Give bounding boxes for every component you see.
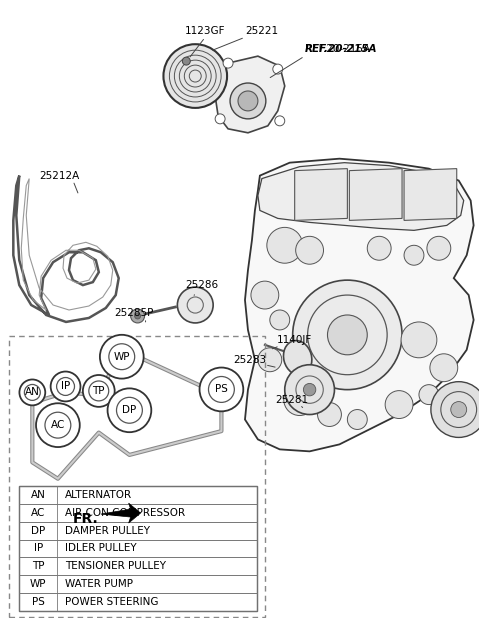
Circle shape: [108, 388, 151, 432]
Text: AC: AC: [31, 508, 46, 518]
Circle shape: [385, 391, 413, 418]
Text: 25212A: 25212A: [39, 171, 79, 181]
Circle shape: [100, 335, 144, 379]
Bar: [19, 504, 257, 522]
Text: AN: AN: [25, 387, 40, 397]
Text: DP: DP: [31, 526, 45, 535]
Text: 1123GF: 1123GF: [185, 26, 226, 37]
Text: AN: AN: [31, 490, 46, 500]
Text: DAMPER PULLEY: DAMPER PULLEY: [65, 526, 150, 535]
Circle shape: [293, 280, 402, 389]
Circle shape: [367, 236, 391, 260]
Bar: [19, 540, 257, 557]
Bar: [19, 486, 257, 504]
Text: WP: WP: [30, 579, 47, 589]
Polygon shape: [295, 168, 348, 220]
Text: TP: TP: [32, 561, 45, 571]
Circle shape: [83, 375, 115, 407]
Circle shape: [200, 368, 243, 412]
Text: AIR CON COMPRESSOR: AIR CON COMPRESSOR: [65, 508, 185, 518]
Bar: [19, 593, 257, 610]
Circle shape: [431, 382, 480, 438]
Circle shape: [273, 64, 283, 74]
Circle shape: [284, 384, 315, 415]
Text: REF.20-215A: REF.20-215A: [305, 44, 377, 54]
Text: 1140JF: 1140JF: [277, 335, 312, 345]
Text: PS: PS: [32, 597, 45, 607]
Circle shape: [419, 384, 439, 405]
Circle shape: [182, 57, 190, 65]
Text: WATER PUMP: WATER PUMP: [65, 579, 133, 589]
Polygon shape: [349, 168, 402, 220]
Text: FR.: FR.: [73, 512, 99, 526]
Text: TENSIONER PULLEY: TENSIONER PULLEY: [65, 561, 166, 571]
Circle shape: [36, 403, 80, 447]
Text: 25283: 25283: [233, 355, 266, 365]
Text: TP: TP: [93, 386, 105, 396]
Text: 25221: 25221: [245, 26, 278, 37]
Circle shape: [285, 365, 335, 415]
Text: IDLER PULLEY: IDLER PULLEY: [65, 543, 137, 553]
Circle shape: [258, 348, 282, 372]
Circle shape: [164, 44, 227, 108]
Circle shape: [238, 91, 258, 111]
Circle shape: [215, 114, 225, 124]
Bar: [19, 486, 257, 610]
Circle shape: [270, 310, 290, 330]
Bar: [19, 575, 257, 593]
Text: AC: AC: [51, 420, 65, 430]
Circle shape: [430, 354, 458, 382]
Bar: [19, 522, 257, 540]
Bar: [9, 336, 265, 617]
Text: POWER STEERING: POWER STEERING: [65, 597, 158, 607]
Circle shape: [327, 315, 367, 355]
Text: REF.20-215A: REF.20-215A: [305, 44, 370, 54]
Text: IP: IP: [34, 543, 43, 553]
Circle shape: [230, 83, 266, 119]
Text: 25285P: 25285P: [114, 308, 153, 318]
Text: WP: WP: [113, 352, 130, 361]
Circle shape: [131, 309, 144, 323]
Circle shape: [19, 379, 45, 405]
Circle shape: [267, 227, 302, 263]
Text: 25281: 25281: [275, 394, 308, 405]
Circle shape: [451, 402, 467, 417]
Polygon shape: [215, 56, 285, 133]
Polygon shape: [245, 158, 474, 451]
Text: ALTERNATOR: ALTERNATOR: [65, 490, 132, 500]
Circle shape: [401, 322, 437, 358]
Bar: [19, 557, 257, 575]
Circle shape: [318, 402, 341, 426]
Circle shape: [134, 313, 141, 319]
Text: IP: IP: [61, 381, 70, 391]
Polygon shape: [101, 503, 141, 523]
Polygon shape: [404, 168, 457, 220]
Ellipse shape: [284, 340, 312, 375]
Circle shape: [303, 383, 316, 396]
Circle shape: [296, 236, 324, 264]
Polygon shape: [258, 163, 464, 230]
Text: DP: DP: [122, 405, 136, 415]
Text: PS: PS: [215, 384, 228, 394]
Circle shape: [178, 287, 213, 323]
Text: 25286: 25286: [186, 280, 219, 290]
Circle shape: [251, 281, 279, 309]
Circle shape: [275, 116, 285, 126]
Circle shape: [427, 236, 451, 260]
Circle shape: [223, 58, 233, 68]
Circle shape: [404, 245, 424, 265]
Circle shape: [348, 410, 367, 430]
Circle shape: [51, 371, 81, 401]
